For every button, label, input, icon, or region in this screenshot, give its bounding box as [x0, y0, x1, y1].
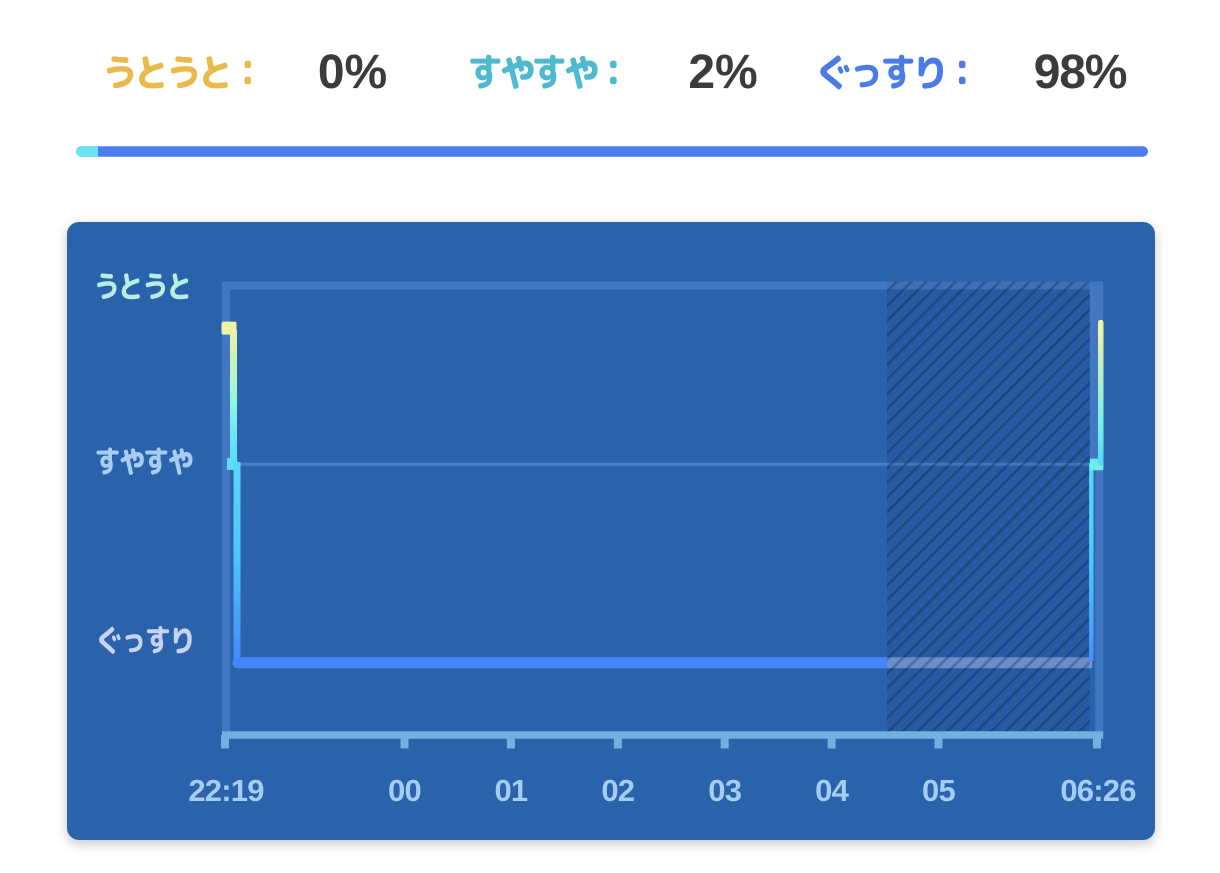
- svg-text:00: 00: [388, 773, 421, 808]
- svg-text:01: 01: [494, 773, 527, 808]
- svg-text:04: 04: [815, 773, 849, 808]
- svg-text:2%: 2%: [688, 46, 757, 99]
- svg-text:05: 05: [922, 773, 955, 808]
- svg-text:02: 02: [601, 773, 634, 808]
- svg-text:22:19: 22:19: [188, 773, 264, 808]
- svg-text:98%: 98%: [1034, 46, 1127, 99]
- svg-text:06:26: 06:26: [1060, 773, 1136, 808]
- svg-text:0%: 0%: [318, 46, 387, 99]
- svg-text:03: 03: [708, 773, 741, 808]
